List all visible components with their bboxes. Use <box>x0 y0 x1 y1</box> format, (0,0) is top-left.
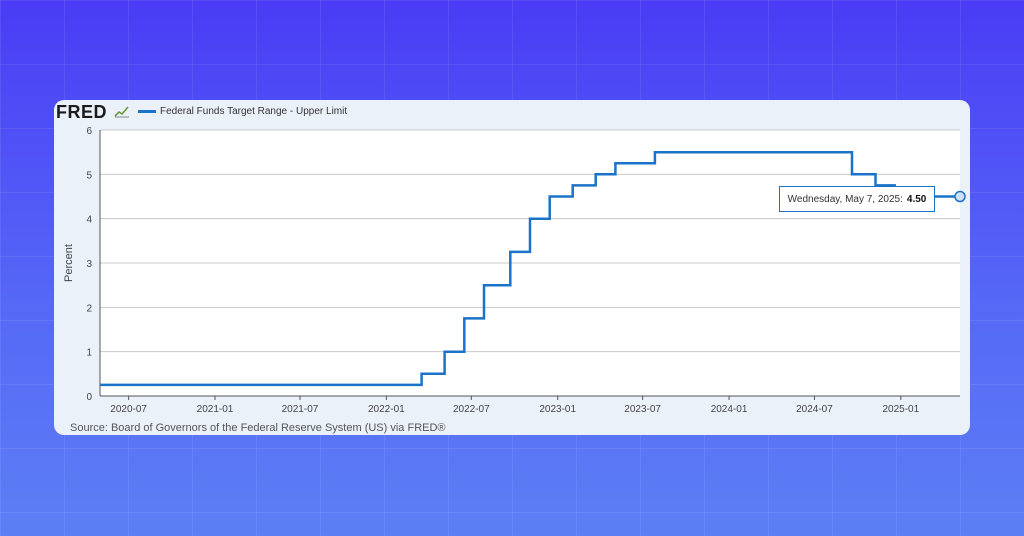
x-tick-label: 2024-07 <box>796 404 833 415</box>
x-tick-label: 2021-01 <box>197 404 234 415</box>
x-tick-label: 2025-01 <box>882 404 919 415</box>
x-tick-label: 2024-01 <box>711 404 748 415</box>
y-tick-label: 5 <box>86 170 92 181</box>
y-tick-label: 2 <box>86 303 92 314</box>
legend-label: Federal Funds Target Range - Upper Limit <box>160 106 348 117</box>
x-tick-label: 2023-01 <box>539 404 576 415</box>
x-tick-label: 2023-07 <box>624 404 661 415</box>
y-tick-label: 1 <box>86 348 92 359</box>
series-line <box>100 150 960 387</box>
x-tick-label: 2021-07 <box>282 404 319 415</box>
chart-tooltip: Wednesday, May 7, 2025: 4.50 <box>779 186 935 212</box>
y-tick-label: 3 <box>86 259 92 270</box>
fred-logo: FRED <box>56 102 107 122</box>
chart-legend[interactable]: Federal Funds Target Range - Upper Limit <box>138 106 347 117</box>
source-note: Source: Board of Governors of the Federa… <box>70 422 446 434</box>
y-tick-label: 6 <box>86 126 92 137</box>
legend-swatch <box>138 110 156 113</box>
tooltip-value: 4.50 <box>906 193 927 205</box>
tooltip-label: Wednesday, May 7, 2025: <box>787 193 903 205</box>
x-tick-label: 2022-01 <box>368 404 405 415</box>
chart-svg[interactable]: 0 1 2 3 4 5 6 2020-07 2021-01 2021-07 2022-01 2022-… <box>54 100 970 435</box>
chart-card: FRED Federal Funds Target Range - Upper … <box>54 100 970 435</box>
chart-logo-icon <box>114 106 129 118</box>
y-axis-label: Percent <box>63 244 75 282</box>
hover-point <box>954 190 966 203</box>
y-tick-label: 4 <box>86 215 92 226</box>
y-tick-label: 0 <box>86 392 92 403</box>
x-tick-label: 2022-07 <box>453 404 490 415</box>
x-tick-label: 2020-07 <box>110 404 147 415</box>
